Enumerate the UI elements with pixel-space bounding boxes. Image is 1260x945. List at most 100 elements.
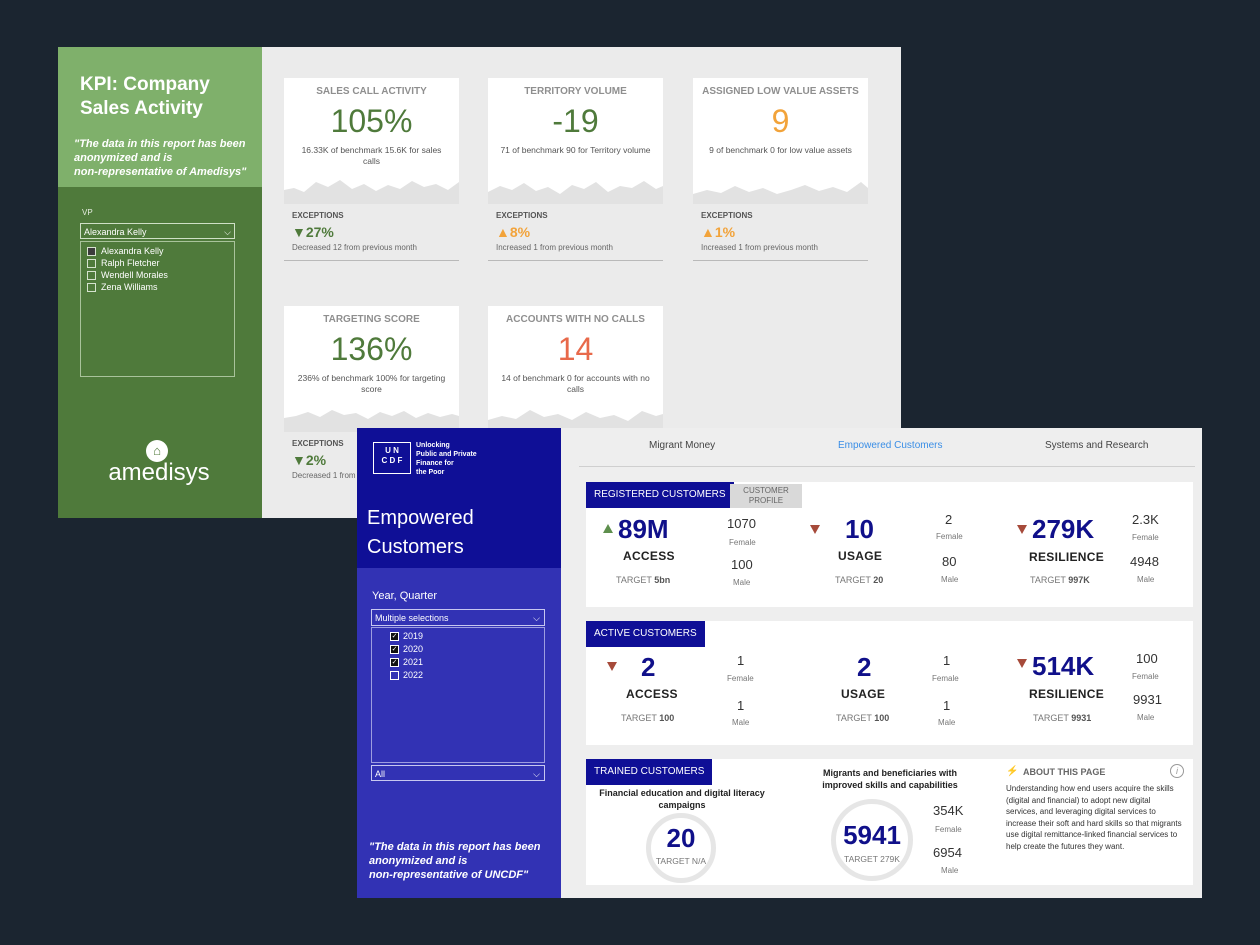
checkbox-checked-icon[interactable]: ✓ — [390, 632, 399, 642]
male-label: Male — [1137, 713, 1155, 722]
skills-gauge — [831, 799, 913, 881]
section-header: TRAINED CUSTOMERS — [586, 759, 713, 785]
divider — [488, 260, 663, 261]
vp-option[interactable]: Wendell Morales — [87, 269, 168, 281]
exception-note: Decreased 1 from p — [292, 471, 363, 480]
sparkline-area — [488, 181, 663, 204]
sparkline-area — [284, 180, 459, 204]
male-count: 100 — [731, 557, 753, 572]
sparkline-area — [693, 182, 868, 204]
vp-option[interactable]: Ralph Fletcher — [87, 257, 160, 269]
year-options-list: ✓ 2019 ✓ 2020 ✓ 2021 2022 — [371, 627, 545, 763]
access-target: TARGET 100 — [621, 713, 675, 723]
year-option[interactable]: ✓ 2020 — [390, 644, 424, 655]
checkbox-icon[interactable] — [390, 671, 399, 681]
section-header: REGISTERED CUSTOMERS — [586, 482, 734, 508]
resilience-label: RESILIENCE — [1029, 687, 1105, 701]
female-count: 2.3K — [1132, 512, 1159, 527]
kpi-value: -19 — [552, 103, 599, 139]
page-title: Empowered Customers — [367, 507, 474, 558]
tab-migrant-money[interactable]: Migrant Money — [649, 440, 716, 451]
triangle-down-icon: ▼ — [292, 452, 306, 468]
checkbox-icon[interactable] — [87, 259, 96, 269]
kpi-description: 9 of benchmark 0 for low value assets — [709, 145, 852, 155]
exception-note: Increased 1 from previous month — [701, 243, 818, 252]
skills-target: TARGET 279K — [844, 854, 900, 864]
female-count: 1 — [737, 653, 745, 668]
resilience-target: TARGET 997K — [1030, 575, 1090, 585]
house-logo-icon: ⌂ — [146, 440, 168, 462]
kpi-title: TERRITORY VOLUME — [524, 86, 627, 97]
kpi-value: 136% — [330, 331, 413, 367]
female-count: 1070 — [727, 516, 756, 531]
male-count: 4948 — [1130, 554, 1159, 569]
year-option[interactable]: 2022 — [390, 669, 423, 681]
usage-value: 10 — [845, 514, 874, 544]
skills-caption: Migrants and beneficiaries with improved… — [822, 768, 958, 790]
vp-dropdown[interactable]: Alexandra Kelly ⌵ — [80, 223, 235, 239]
chevron-down-icon: ⌵ — [533, 769, 540, 779]
male-label: Male — [938, 718, 956, 727]
year-option[interactable]: ✓ 2021 — [390, 657, 424, 668]
female-count: 100 — [1136, 651, 1158, 666]
kpi-value: 14 — [557, 331, 594, 367]
registered-customers-panel: REGISTERED CUSTOMERS CUSTOMER PROFILE 89… — [586, 482, 1193, 607]
uncdf-logo: U N C D F — [373, 442, 411, 474]
kpi-value: 9 — [771, 103, 790, 139]
kpi-title: ACCOUNTS WITH NO CALLS — [506, 314, 645, 325]
sparkle-chart-icon: ⚡ — [1006, 766, 1019, 777]
kpi-title: TARGETING SCORE — [323, 314, 420, 325]
kpi-card: TARGETING SCORE 136% 236% of benchmark 1… — [284, 306, 459, 432]
year-option[interactable]: ✓ 2019 — [390, 631, 424, 642]
female-label: Female — [727, 674, 754, 683]
kpi-card: TERRITORY VOLUME -19 71 of benchmark 90 … — [488, 78, 663, 204]
resilience-value: 279K — [1032, 514, 1095, 544]
kpi-territory-volume: TERRITORY VOLUME -19 71 of benchmark 90 … — [488, 78, 663, 263]
dropdown-value: All — [375, 769, 386, 779]
female-count: 2 — [945, 512, 953, 527]
amedisys-header — [58, 47, 262, 187]
male-label: Male — [941, 866, 959, 875]
disclaimer: "The data in this report has been anonym… — [369, 841, 541, 881]
checkbox-checked-icon[interactable]: ✓ — [390, 658, 399, 668]
tab-divider — [579, 466, 1195, 467]
access-label: ACCESS — [623, 549, 675, 563]
campaigns-caption: Financial education and digital literacy… — [599, 788, 765, 810]
tab-empowered-customers[interactable]: Empowered Customers — [838, 440, 943, 451]
checkbox-icon[interactable] — [87, 283, 96, 293]
female-label: Female — [729, 538, 756, 547]
male-label: Male — [941, 575, 959, 584]
info-icon[interactable]: i — [1170, 764, 1184, 778]
exception-note: Decreased 12 from previous month — [292, 243, 417, 252]
customer-profile-button[interactable]: CUSTOMER PROFILE — [730, 484, 802, 508]
campaigns-gauge — [646, 813, 716, 883]
kpi-value: 105% — [330, 103, 413, 139]
female-count: 1 — [943, 653, 951, 668]
male-label: Male — [733, 578, 751, 587]
exception-value: ▼27% — [292, 224, 334, 240]
exceptions-label: EXCEPTIONS — [496, 211, 548, 220]
checkbox-icon[interactable] — [87, 271, 96, 281]
tab-systems-and-research[interactable]: Systems and Research — [1045, 440, 1149, 451]
exceptions-label: EXCEPTIONS — [292, 211, 344, 220]
kpi-card: ASSIGNED LOW VALUE ASSETS 9 9 of benchma… — [693, 78, 868, 204]
exception-value: ▲1% — [701, 224, 736, 240]
year-quarter-dropdown[interactable]: Multiple selections ⌵ — [371, 609, 545, 626]
vp-filter-label: VP — [82, 208, 93, 217]
skills-value: 5941 — [843, 820, 901, 850]
kpi-card: ACCOUNTS WITH NO CALLS 14 14 of benchmar… — [488, 306, 663, 432]
divider — [693, 260, 868, 261]
vp-option[interactable]: Zena Williams — [87, 281, 158, 293]
campaigns-value: 20 — [666, 823, 696, 853]
triangle-up-icon — [603, 524, 613, 533]
male-count: 80 — [942, 554, 957, 569]
checkbox-checked-icon[interactable]: ✓ — [390, 645, 399, 655]
vp-option[interactable]: Alexandra Kelly — [87, 245, 164, 257]
female-count: 354K — [933, 803, 964, 818]
male-count: 1 — [737, 698, 745, 713]
secondary-dropdown[interactable]: All ⌵ — [371, 765, 545, 781]
checkbox-icon[interactable] — [87, 247, 96, 257]
female-label: Female — [1132, 533, 1159, 542]
kpi-description: 71 of benchmark 90 for Territory volume — [500, 145, 651, 155]
triangle-up-icon: ▲ — [701, 224, 715, 240]
